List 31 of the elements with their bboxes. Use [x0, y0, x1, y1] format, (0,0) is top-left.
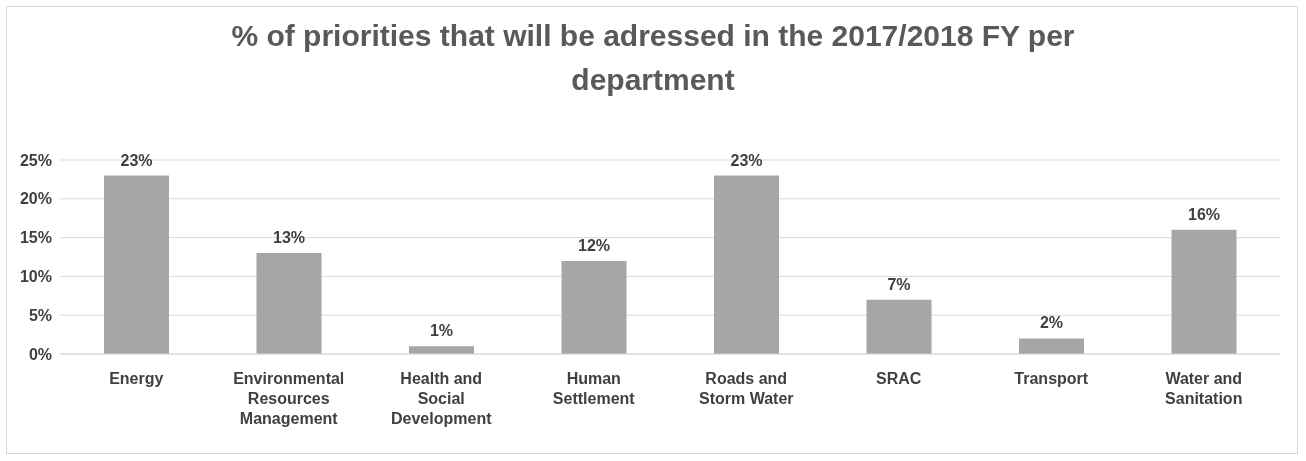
y-tick-label: 10% [19, 268, 52, 286]
bar [104, 175, 169, 354]
x-tick-label: SRAC [876, 370, 922, 388]
data-label: 12% [577, 236, 611, 254]
bar [409, 346, 474, 354]
data-label: 23% [730, 151, 763, 169]
bar [714, 175, 779, 354]
x-tick-label: Roads and Storm Water [698, 370, 794, 408]
data-label: 16% [1187, 205, 1221, 223]
data-label: 23% [120, 151, 153, 169]
data-label: 7% [887, 275, 911, 293]
y-tick-label: 20% [19, 190, 52, 208]
bar [256, 253, 322, 354]
x-tick-label: Health and Social Development [391, 370, 493, 428]
x-tick-label: Environmental Resources Management [233, 370, 345, 428]
x-tick-label: Transport [1014, 370, 1089, 388]
x-tick-label: Energy [109, 370, 164, 388]
data-label: 13% [272, 229, 306, 247]
bar [1019, 338, 1084, 354]
y-tick-label: 0% [28, 345, 52, 363]
bar [866, 299, 932, 354]
chart-title: % of priorities that will be adressed in the 2017/2018 FY per department [230, 18, 1076, 98]
bar [561, 260, 627, 354]
x-tick-label: Human Settlement [552, 370, 636, 408]
data-label: 2% [1039, 314, 1064, 332]
x-tick-label: Water and Sanitation [1165, 370, 1243, 408]
y-tick-label: 15% [19, 229, 52, 247]
bar [1171, 229, 1237, 354]
data-label: 1% [429, 322, 454, 340]
y-tick-label: 25% [19, 151, 52, 169]
y-tick-label: 5% [28, 306, 52, 324]
